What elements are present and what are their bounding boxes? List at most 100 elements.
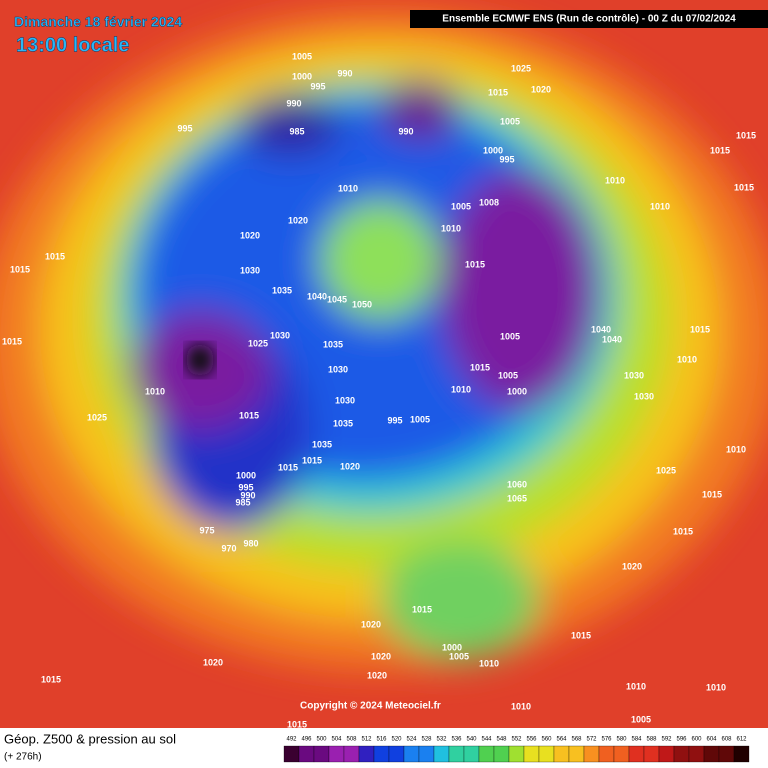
- pressure-label: 990: [240, 490, 255, 500]
- colorbar-label: 500: [316, 737, 327, 743]
- pressure-label: 1010: [706, 682, 726, 692]
- pressure-label: 970: [221, 543, 236, 553]
- pressure-label: 1015: [10, 264, 30, 274]
- pressure-label: 1020: [371, 651, 391, 661]
- footer-title: Géop. Z500 & pression au sol: [4, 731, 176, 746]
- colorbar-label: 516: [376, 737, 387, 743]
- pressure-label: 990: [398, 126, 413, 136]
- pressure-label: 995: [387, 415, 402, 425]
- colorbar-label: 536: [451, 737, 462, 743]
- pressure-label: 1060: [507, 479, 527, 489]
- colorbar-swatch: [643, 745, 660, 763]
- pressure-label: 1015: [278, 462, 298, 472]
- pressure-label: 1020: [340, 461, 360, 471]
- pressure-label: 1000: [236, 470, 256, 480]
- pressure-label: 995: [310, 81, 325, 91]
- pressure-label: 1030: [270, 330, 290, 340]
- colorbar-swatch: [508, 745, 525, 763]
- pressure-label: 1015: [287, 719, 307, 729]
- colorbar-label: 524: [406, 737, 417, 743]
- colorbar-label: 556: [526, 737, 537, 743]
- colorbar-swatch: [388, 745, 405, 763]
- pressure-label: 1040: [602, 334, 622, 344]
- pressure-label: 1030: [634, 391, 654, 401]
- pressure-label: 1005: [631, 714, 651, 724]
- pressure-label: 1010: [626, 681, 646, 691]
- colorbar-label: 552: [511, 737, 522, 743]
- colorbar-label: 600: [691, 737, 702, 743]
- pressure-label: 985: [289, 126, 304, 136]
- pressure-label: 1030: [624, 370, 644, 380]
- pressure-label: 1015: [673, 526, 693, 536]
- colorbar-swatch: [493, 745, 510, 763]
- pressure-label: 1015: [302, 455, 322, 465]
- colorbar-swatch: [283, 745, 300, 763]
- colorbar-swatch: [343, 745, 360, 763]
- pressure-label: 995: [499, 154, 514, 164]
- pressure-label: 1008: [479, 197, 499, 207]
- colorbar-swatch: [553, 745, 570, 763]
- colorbar-label: 496: [301, 737, 312, 743]
- pressure-label: 1005: [500, 331, 520, 341]
- pressure-label: 1005: [500, 116, 520, 126]
- pressure-label: 1005: [451, 201, 471, 211]
- colorbar-label: 512: [361, 737, 372, 743]
- pressure-label: 1015: [736, 130, 756, 140]
- pressure-label: 1000: [483, 145, 503, 155]
- pressure-label: 1015: [412, 604, 432, 614]
- pressure-label: 1020: [288, 215, 308, 225]
- colorbar-label: 504: [331, 737, 342, 743]
- colorbar-label: 508: [346, 737, 357, 743]
- pressure-label: 1020: [367, 670, 387, 680]
- colorbar-swatch: [538, 745, 555, 763]
- pressure-label: 1000: [442, 642, 462, 652]
- pressure-label: 1030: [335, 395, 355, 405]
- pressure-label: 1005: [410, 414, 430, 424]
- colorbar-label: 532: [436, 737, 447, 743]
- colorbar-label: 596: [676, 737, 687, 743]
- colorbar-swatch: [583, 745, 600, 763]
- date: Dimanche 18 février 2024: [14, 14, 182, 30]
- pressure-label: 1010: [441, 223, 461, 233]
- colorbar-label: 592: [661, 737, 672, 743]
- colorbar-label: 576: [601, 737, 612, 743]
- colorbar-label: 492: [286, 737, 297, 743]
- colorbar-label: 604: [706, 737, 717, 743]
- pressure-label: 1025: [248, 338, 268, 348]
- colorbar-swatch: [673, 745, 690, 763]
- pressure-label: 995: [177, 123, 192, 133]
- colorbar-swatch: [373, 745, 390, 763]
- pressure-label: 1015: [2, 336, 22, 346]
- colorbar-label: 584: [631, 737, 642, 743]
- colorbar-swatch: [658, 745, 675, 763]
- colorbar-swatch: [628, 745, 645, 763]
- pressure-label: 1010: [511, 701, 531, 711]
- colorbar-label: 612: [736, 737, 747, 743]
- colorbar-swatch: [733, 745, 750, 763]
- pressure-label: 1010: [451, 384, 471, 394]
- pressure-label: 995: [238, 482, 253, 492]
- pressure-label: 1015: [465, 259, 485, 269]
- colorbar-swatch: [328, 745, 345, 763]
- pressure-label: 1030: [328, 364, 348, 374]
- pressure-label: 1010: [726, 444, 746, 454]
- colorbar-label: 564: [556, 737, 567, 743]
- pressure-label: 1025: [656, 465, 676, 475]
- pressure-label: 1065: [507, 493, 527, 503]
- pressure-label: 1025: [87, 412, 107, 422]
- pressure-label: 1015: [45, 251, 65, 261]
- colorbar-swatch: [463, 745, 480, 763]
- pressure-label: 980: [243, 538, 258, 548]
- colorbar-label: 572: [586, 737, 597, 743]
- colorbar-swatch: [523, 745, 540, 763]
- pressure-label: 1035: [323, 339, 343, 349]
- pressure-label: 1035: [333, 418, 353, 428]
- pressure-label: 985: [235, 497, 250, 507]
- pressure-label: 1015: [488, 87, 508, 97]
- pressure-label: 1040: [307, 291, 327, 301]
- colorbar-swatch: [418, 745, 435, 763]
- colorbar-label: 528: [421, 737, 432, 743]
- colorbar-label: 560: [541, 737, 552, 743]
